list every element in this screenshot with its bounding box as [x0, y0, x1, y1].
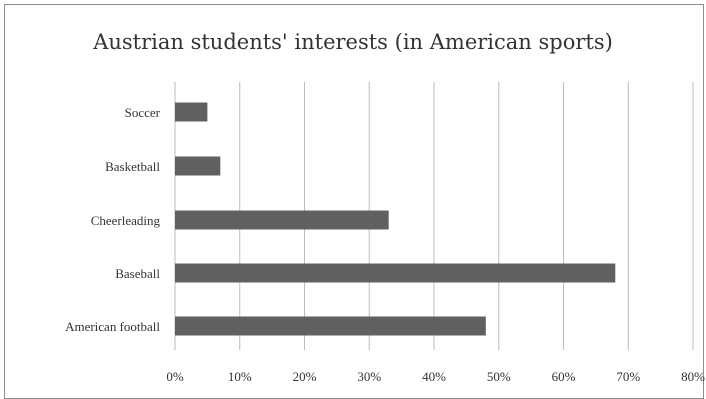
category-label: Basketball	[105, 159, 160, 174]
bar-cheerleading	[175, 210, 389, 230]
chart-title: Austrian students' interests (in America…	[93, 30, 613, 54]
bar-soccer	[175, 102, 208, 122]
x-tick-label: 40%	[422, 369, 446, 384]
x-tick-label: 70%	[616, 369, 640, 384]
category-label: Cheerleading	[91, 213, 161, 228]
x-tick-label: 10%	[228, 369, 252, 384]
category-label: Soccer	[125, 105, 161, 120]
x-tick-label: 50%	[487, 369, 511, 384]
x-tick-label: 20%	[293, 369, 317, 384]
x-tick-label: 0%	[166, 369, 184, 384]
bars	[175, 102, 616, 336]
x-tick-label: 30%	[357, 369, 381, 384]
bar-american-football	[175, 316, 486, 336]
bar-baseball	[175, 263, 616, 283]
category-label: Baseball	[115, 266, 160, 281]
category-label: American football	[65, 319, 160, 334]
x-tick-label: 80%	[681, 369, 705, 384]
bar-basketball	[175, 156, 221, 176]
x-tick-labels: 0% 10% 20% 30% 40% 50% 60% 70% 80%	[166, 369, 705, 384]
x-tick-label: 60%	[552, 369, 576, 384]
category-labels: Soccer Basketball Cheerleading Baseball Amer…	[65, 105, 161, 334]
bar-chart: Soccer Basketball Cheerleading Baseball Amer…	[65, 82, 705, 384]
